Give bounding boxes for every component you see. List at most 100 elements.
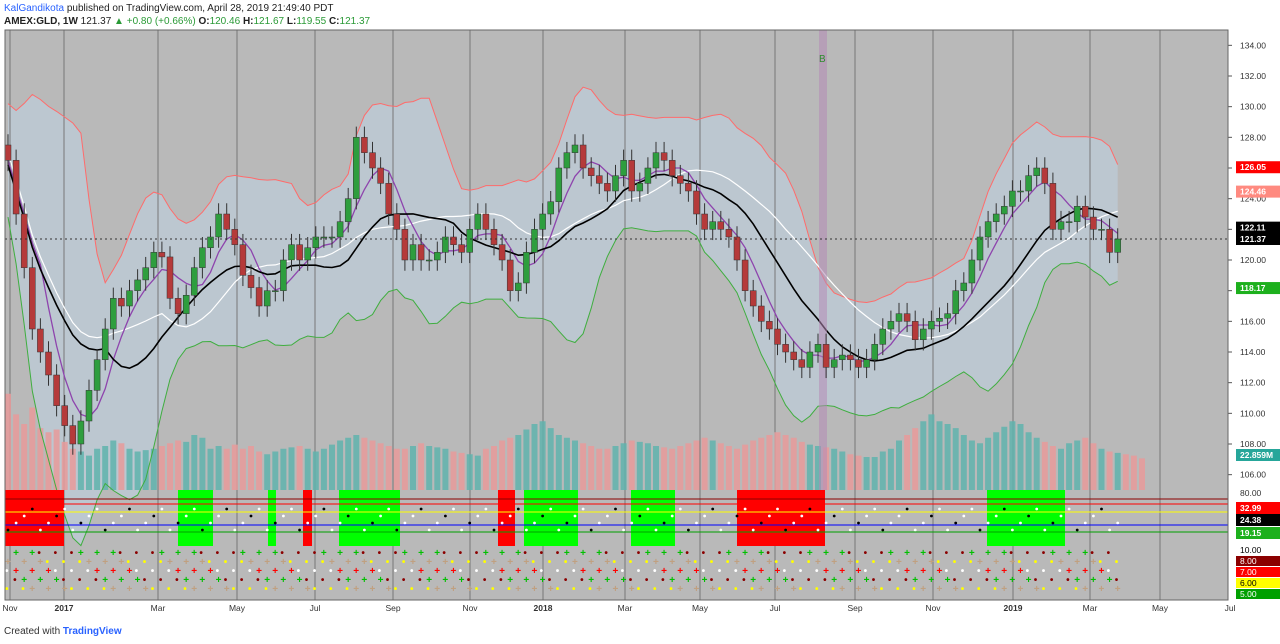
time-tick-label: May	[1152, 603, 1169, 613]
candle-body	[474, 213, 482, 230]
volume-bar	[426, 446, 433, 490]
indicator-dot	[800, 514, 804, 518]
dots-marker: •	[629, 575, 633, 586]
volume-bar	[393, 448, 400, 490]
dots-marker: +	[305, 584, 311, 595]
dots-marker: •	[702, 566, 706, 577]
indicator-dot	[387, 507, 391, 511]
candle-body	[53, 374, 60, 406]
dots-marker: +	[937, 566, 943, 577]
dots-marker: •	[224, 575, 228, 586]
volume-bar	[29, 407, 36, 490]
indicator-dot	[573, 514, 577, 518]
candle-body	[77, 420, 85, 445]
candle-body	[1057, 221, 1065, 230]
dots-marker: •	[1042, 566, 1046, 577]
price-tick-label: 132.00	[1240, 71, 1266, 81]
volume-bar	[272, 451, 279, 490]
author-name[interactable]: KalGandikota	[4, 3, 65, 14]
dots-marker: +	[710, 584, 716, 595]
indicator-badge-label: 19.15	[1240, 528, 1262, 538]
indicator-zone	[339, 490, 400, 546]
volume-bar	[766, 435, 773, 490]
dots-marker: •	[313, 584, 317, 595]
dots-marker: •	[718, 584, 722, 595]
candle-body	[984, 221, 992, 238]
volume-bar	[572, 440, 578, 490]
volume-bar	[904, 435, 911, 490]
candle-body	[1114, 238, 1121, 253]
candle-body	[1009, 190, 1016, 207]
signal-highlight	[819, 30, 827, 490]
price-badge-label: 126.05	[1240, 162, 1266, 172]
dots-marker: +	[588, 575, 594, 586]
volume-bar	[774, 432, 781, 490]
time-axis-bg	[0, 600, 1280, 614]
candle-body	[555, 167, 563, 202]
dots-marker: •	[159, 575, 163, 586]
indicator-dot	[184, 514, 188, 518]
price-tick-label: 110.00	[1240, 408, 1266, 418]
candle-body	[790, 351, 797, 360]
indicator-dot	[508, 514, 512, 518]
volume-bar	[280, 448, 287, 490]
signal-marker-label: B	[819, 54, 826, 65]
volume-bar	[385, 446, 392, 490]
candle-body	[830, 359, 838, 368]
dots-marker: +	[102, 557, 108, 568]
high-label: H:	[242, 16, 254, 27]
candle-body	[353, 137, 360, 199]
volume-bar	[134, 451, 141, 490]
indicator-dot	[1075, 528, 1079, 532]
indicator-dot	[111, 521, 115, 525]
dots-marker: •	[766, 548, 770, 559]
dots-marker: +	[208, 584, 214, 595]
candle-body	[12, 160, 20, 215]
indicator-dot	[128, 507, 131, 511]
dots-marker: •	[815, 584, 819, 595]
dots-marker: +	[758, 566, 764, 577]
candle-body	[182, 295, 190, 314]
volume-bar	[539, 421, 546, 490]
dots-marker: +	[159, 548, 165, 559]
dots-marker: +	[904, 548, 910, 559]
dots-marker: •	[5, 584, 9, 595]
dots-marker: •	[224, 557, 228, 568]
dots-marker: +	[928, 557, 934, 568]
candle-body	[693, 190, 700, 215]
indicator-dot	[484, 507, 488, 511]
candle-body	[547, 201, 554, 215]
volume-bar	[944, 424, 951, 490]
indicator-dot	[533, 521, 536, 525]
tradingview-logo[interactable]: TradingView	[62, 626, 122, 637]
dots-marker: •	[775, 557, 779, 568]
dots-marker: +	[572, 557, 578, 568]
dots-marker: •	[337, 575, 341, 586]
indicator-dot	[597, 521, 601, 525]
volume-bar	[1066, 443, 1073, 490]
dots-marker: +	[1058, 557, 1064, 568]
indicator-dot	[79, 521, 83, 525]
dots-marker: •	[556, 584, 560, 595]
volume-bar	[150, 448, 157, 490]
candle-body	[596, 175, 603, 184]
dots-marker: •	[985, 575, 989, 586]
indicator-zone	[987, 490, 1065, 546]
candle-body	[903, 313, 911, 322]
dots-marker: •	[548, 557, 552, 568]
dots-marker: •	[70, 566, 74, 577]
dots-marker: +	[289, 584, 295, 595]
dots-marker: •	[864, 548, 868, 559]
dots-marker: •	[321, 557, 325, 568]
volume-bar	[256, 451, 263, 490]
dots-marker: +	[532, 584, 538, 595]
last-price: 121.37	[80, 16, 112, 27]
candle-body	[733, 236, 741, 261]
dots-marker: •	[572, 566, 576, 577]
volume-bar	[507, 437, 514, 490]
indicator-dot	[176, 521, 180, 525]
candle-body	[401, 229, 409, 261]
candle-body	[1025, 175, 1032, 192]
indicator-dot	[768, 514, 771, 518]
